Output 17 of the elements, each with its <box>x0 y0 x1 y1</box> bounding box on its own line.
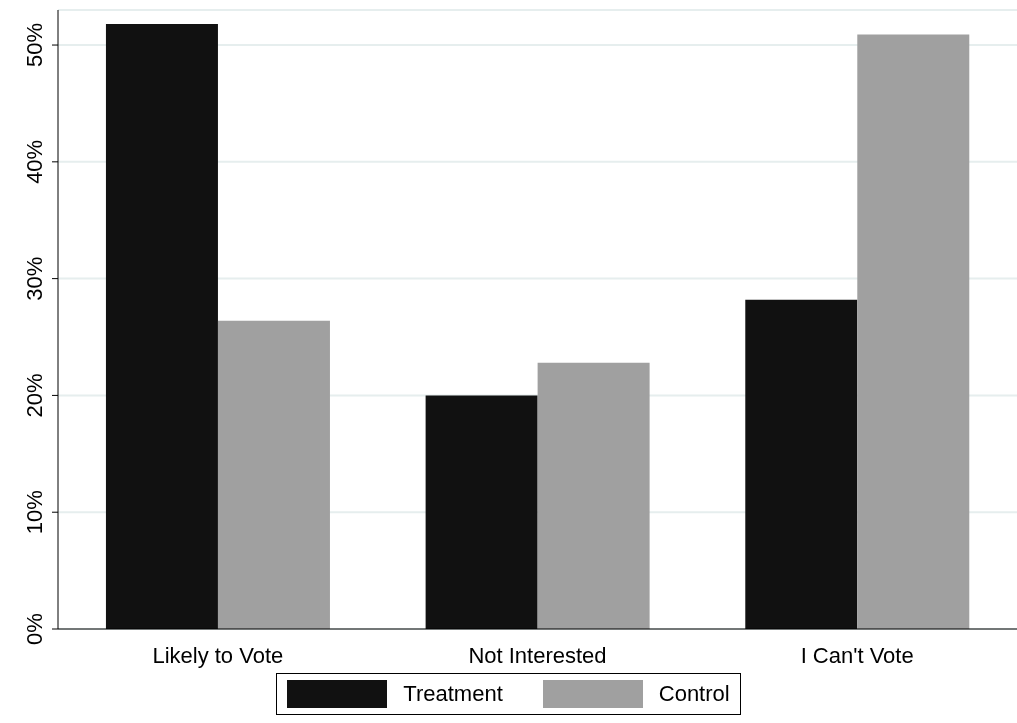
bar <box>105 24 218 629</box>
y-tick-label: 0% <box>22 613 47 645</box>
bar <box>217 320 330 629</box>
x-tick-label: I Can't Vote <box>800 642 914 668</box>
bar <box>745 299 858 629</box>
bar <box>537 362 650 629</box>
legend-label: Treatment <box>403 681 503 707</box>
y-tick-label: 40% <box>22 139 47 184</box>
x-tick-label: Likely to Vote <box>152 642 284 668</box>
bar <box>425 395 538 629</box>
y-tick-label: 50% <box>22 23 47 68</box>
y-tick-label: 20% <box>22 373 47 418</box>
x-tick-label: Not Interested <box>468 642 607 668</box>
bar <box>857 34 970 629</box>
legend-label: Control <box>658 681 730 707</box>
y-tick-label: 30% <box>22 256 47 301</box>
y-tick-label: 10% <box>22 490 47 535</box>
